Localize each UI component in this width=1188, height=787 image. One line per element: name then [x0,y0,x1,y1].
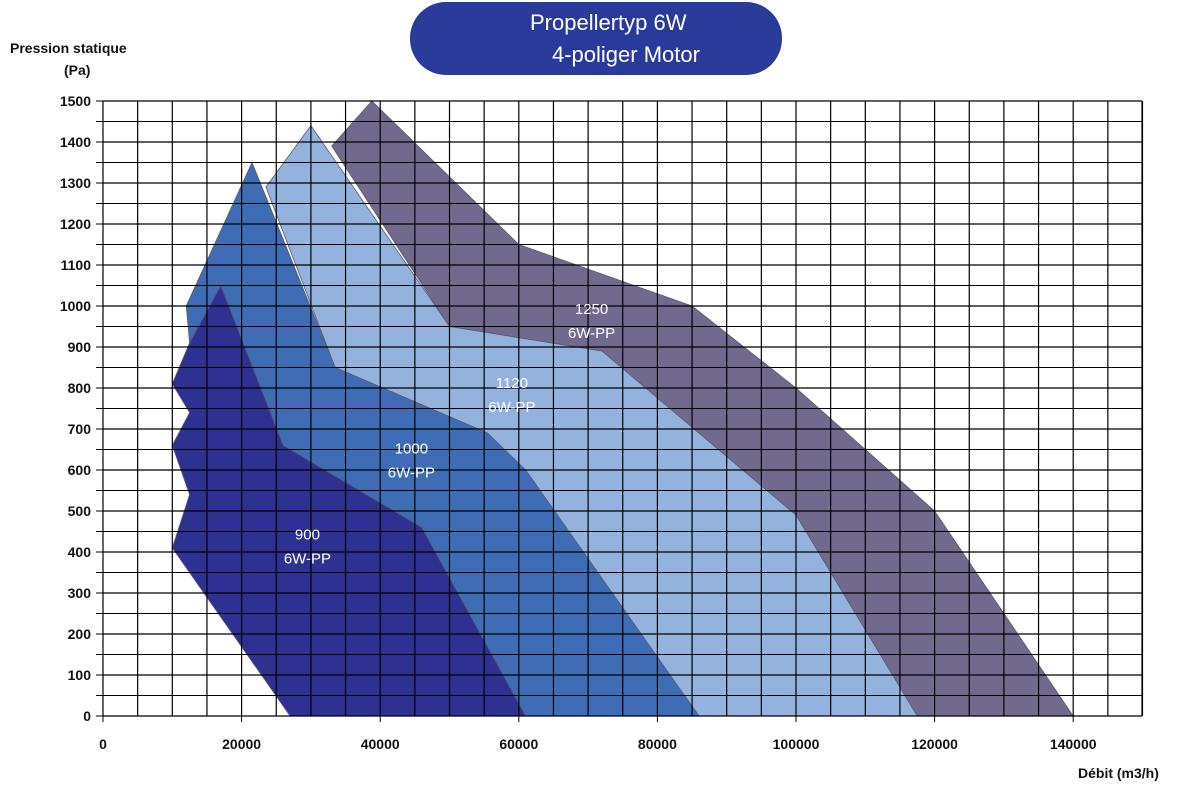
x-tick-label: 60000 [499,736,538,752]
y-tick-label: 100 [68,667,92,683]
y-tick-label: 400 [68,544,92,560]
y-tick-label: 1300 [60,175,91,191]
x-tick-label: 0 [99,736,107,752]
series-label-model: 6W-PP [488,399,535,416]
y-tick-label: 1000 [60,298,91,314]
series-label-model: 6W-PP [388,465,435,482]
y-tick-label: 900 [68,339,92,355]
y-tick-label: 1100 [61,257,92,273]
x-tick-labels: 0 20000 40000 60000 80000 100000 120000 140000 [99,736,1097,752]
x-axis-label: Débit (m3/h) [1078,765,1159,781]
y-tick-label: 800 [68,380,92,396]
y-axis-label: Pression statique [10,40,127,56]
series-labels: 1250 6W-PP 1120 6W-PP 1000 6W-PP 900 6W-PP [284,301,615,568]
y-tick-label: 0 [83,708,91,724]
series-label-size: 1250 [575,301,608,318]
y-tick-label: 200 [68,626,92,642]
y-axis-unit: (Pa) [64,62,91,78]
y-tick-label: 700 [68,421,92,437]
series-area-900 [171,284,527,717]
grid-lines [96,100,1144,722]
series-label-model: 6W-PP [284,551,331,568]
x-tick-label: 20000 [222,736,261,752]
chart-title-line-1: Propellertyp 6W [530,10,687,35]
y-tick-label: 300 [68,585,92,601]
series-label-size: 1000 [395,441,428,458]
y-tick-label: 1500 [60,93,91,109]
x-tick-label: 40000 [361,736,400,752]
x-tick-label: 100000 [773,736,820,752]
y-tick-label: 600 [68,462,92,478]
x-tick-label: 140000 [1050,736,1097,752]
y-tick-label: 500 [68,503,92,519]
chart-title-line-2: 4-poliger Motor [552,42,700,67]
series-label-model: 6W-PP [568,325,615,342]
chart-title-banner: Propellertyp 6W 4-poliger Motor [410,2,782,75]
x-tick-label: 80000 [638,736,677,752]
y-tick-label: 1200 [60,216,91,232]
series-label-size: 1120 [496,375,528,392]
y-tick-label: 1400 [60,134,91,150]
series-label-size: 900 [295,527,320,544]
y-tick-labels: 0 100 200 300 400 500 600 700 800 900 1000 1100 1200… [60,93,91,724]
x-tick-label: 120000 [911,736,958,752]
